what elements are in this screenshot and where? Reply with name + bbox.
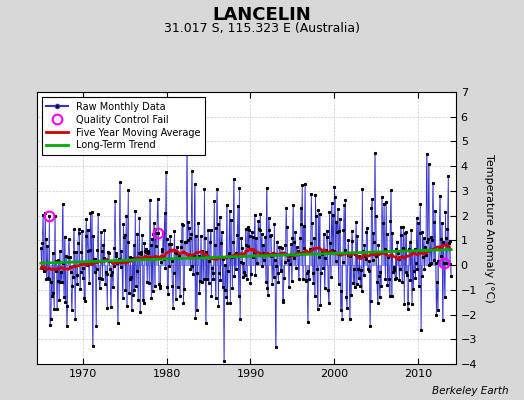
Y-axis label: Temperature Anomaly (°C): Temperature Anomaly (°C) bbox=[484, 154, 494, 302]
Text: 31.017 S, 115.323 E (Australia): 31.017 S, 115.323 E (Australia) bbox=[164, 22, 360, 35]
Legend: Raw Monthly Data, Quality Control Fail, Five Year Moving Average, Long-Term Tren: Raw Monthly Data, Quality Control Fail, … bbox=[41, 97, 205, 155]
Text: LANCELIN: LANCELIN bbox=[213, 6, 311, 24]
Text: Berkeley Earth: Berkeley Earth bbox=[432, 386, 508, 396]
